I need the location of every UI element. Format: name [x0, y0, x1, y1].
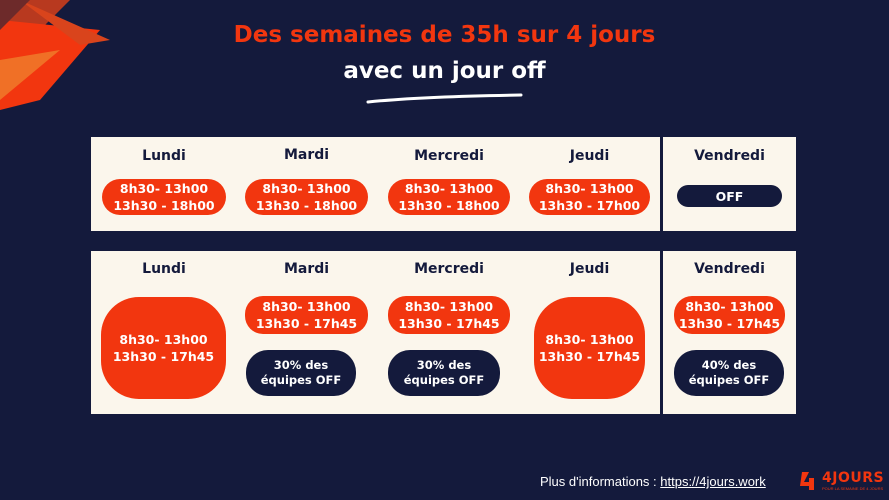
- teams-off-pill: 30% des équipes OFF: [388, 350, 500, 396]
- afternoon-hours: 13h30 - 17h00: [538, 198, 641, 213]
- afternoon-hours: 13h30 - 17h45: [678, 316, 781, 331]
- afternoon-hours: 13h30 - 18h00: [255, 198, 358, 213]
- teams-off-percent: 30% des: [273, 358, 329, 372]
- afternoon-hours: 13h30 - 18h00: [398, 198, 500, 213]
- hours-pill: 8h30- 13h00 13h30 - 18h00: [102, 179, 226, 215]
- day-label: Mardi: [283, 261, 330, 277]
- day-label: Lundi: [142, 261, 186, 277]
- underline-stroke: [366, 93, 523, 104]
- day-label: Vendredi: [694, 148, 765, 164]
- morning-hours: 8h30- 13h00: [262, 181, 351, 196]
- teams-off-label: équipes OFF: [260, 373, 342, 387]
- day-card-jeudi: Jeudi 8h30- 13h00 13h30 - 17h45: [519, 251, 660, 414]
- hours-pill: 8h30- 13h00 13h30 - 18h00: [388, 179, 510, 215]
- teams-off-percent: 30% des: [416, 358, 472, 372]
- day-label: Lundi: [142, 148, 186, 164]
- day-label: Mercredi: [414, 261, 484, 277]
- hours-pill: 8h30- 13h00 13h30 - 18h00: [245, 179, 368, 215]
- afternoon-hours: 13h30 - 17h45: [398, 316, 500, 331]
- morning-hours: 8h30- 13h00: [545, 181, 634, 196]
- morning-hours: 8h30- 13h00: [685, 299, 774, 314]
- teams-off-label: équipes OFF: [403, 373, 485, 387]
- day-card-lundi: Lundi 8h30- 13h00 13h30 - 18h00: [91, 137, 237, 231]
- hours-pill: 8h30- 13h00 13h30 - 17h45: [534, 297, 645, 399]
- logo-mark-icon: [800, 472, 814, 490]
- hours-pill: 8h30- 13h00 13h30 - 17h45: [674, 296, 785, 334]
- day-card-lundi: Lundi 8h30- 13h00 13h30 - 17h45: [91, 251, 237, 414]
- afternoon-hours: 13h30 - 18h00: [113, 198, 215, 213]
- logo-tagline: POUR LA SEMAINE DE 4 JOURS: [822, 486, 884, 491]
- website-link[interactable]: https://4jours.work: [660, 474, 766, 489]
- afternoon-hours: 13h30 - 17h45: [112, 349, 215, 364]
- decorative-corner-shapes: [0, 0, 110, 110]
- afternoon-hours: 13h30 - 17h45: [538, 349, 641, 364]
- day-card-mardi: Mardi 8h30- 13h00 13h30 - 18h00: [235, 137, 378, 231]
- morning-hours: 8h30- 13h00: [119, 332, 208, 347]
- teams-off-pill: 30% des équipes OFF: [246, 350, 356, 396]
- hours-pill: 8h30- 13h00 13h30 - 17h00: [529, 179, 650, 215]
- logo-text: 4JOURS: [822, 470, 885, 486]
- teams-off-pill: 40% des équipes OFF: [674, 350, 784, 396]
- hours-pill: 8h30- 13h00 13h30 - 17h45: [101, 297, 226, 399]
- day-label: Vendredi: [694, 261, 765, 277]
- page-title: Des semaines de 35h sur 4 jours: [233, 22, 656, 48]
- teams-off-label: équipes OFF: [688, 373, 770, 387]
- morning-hours: 8h30- 13h00: [262, 299, 351, 314]
- day-card-vendredi: Vendredi OFF: [663, 137, 796, 231]
- teams-off-percent: 40% des: [701, 358, 757, 372]
- morning-hours: 8h30- 13h00: [545, 332, 634, 347]
- day-card-mercredi: Mercredi 8h30- 13h00 13h30 - 17h45 30% d…: [378, 251, 520, 414]
- day-card-jeudi: Jeudi 8h30- 13h00 13h30 - 17h00: [519, 137, 660, 231]
- hours-pill: 8h30- 13h00 13h30 - 17h45: [388, 296, 510, 334]
- day-label: Jeudi: [569, 261, 610, 277]
- afternoon-hours: 13h30 - 17h45: [255, 316, 358, 331]
- day-label: Mercredi: [414, 148, 484, 164]
- day-card-mardi: Mardi 8h30- 13h00 13h30 - 17h45 30% des …: [235, 251, 378, 414]
- day-label: Jeudi: [569, 148, 610, 164]
- hours-pill: 8h30- 13h00 13h30 - 17h45: [245, 296, 368, 334]
- page-subtitle: avec un jour off: [343, 58, 546, 84]
- footer-label: Plus d'informations :: [540, 474, 661, 489]
- footer-info: Plus d'informations : https://4jours.wor…: [540, 474, 766, 489]
- day-card-vendredi: Vendredi 8h30- 13h00 13h30 - 17h45 40% d…: [663, 251, 796, 414]
- morning-hours: 8h30- 13h00: [404, 299, 494, 314]
- brand-logo: 4JOURS POUR LA SEMAINE DE 4 JOURS: [800, 470, 884, 494]
- morning-hours: 8h30- 13h00: [119, 181, 209, 196]
- off-pill: OFF: [677, 185, 782, 207]
- day-label: Mardi: [283, 147, 330, 163]
- day-card-mercredi: Mercredi 8h30- 13h00 13h30 - 18h00: [378, 137, 520, 231]
- morning-hours: 8h30- 13h00: [404, 181, 494, 196]
